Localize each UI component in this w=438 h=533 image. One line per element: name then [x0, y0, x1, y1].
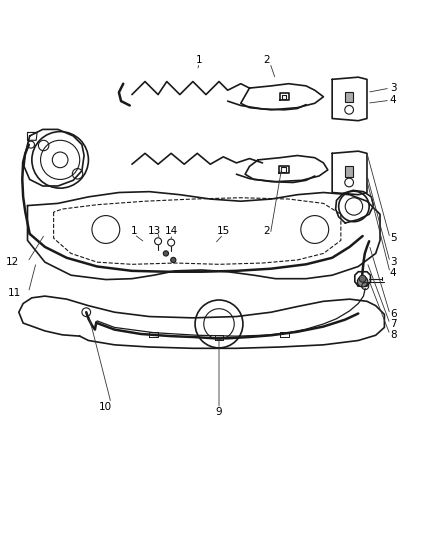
Text: 12: 12: [6, 257, 19, 267]
Text: 11: 11: [8, 288, 21, 297]
Text: 14: 14: [165, 226, 178, 236]
Text: 1: 1: [131, 226, 138, 236]
Text: 2: 2: [264, 226, 270, 236]
Circle shape: [171, 257, 176, 263]
Text: 5: 5: [390, 233, 396, 243]
Bar: [345, 166, 353, 177]
Circle shape: [163, 251, 169, 256]
Circle shape: [359, 275, 366, 282]
Circle shape: [357, 277, 368, 287]
Text: 7: 7: [390, 319, 396, 329]
Text: 10: 10: [99, 402, 113, 411]
Text: 4: 4: [390, 268, 396, 278]
Text: 13: 13: [148, 226, 161, 236]
Text: 8: 8: [390, 330, 396, 340]
Text: 4: 4: [390, 95, 396, 105]
Text: 2: 2: [264, 55, 270, 65]
Text: 6: 6: [390, 309, 396, 319]
Text: 15: 15: [217, 226, 230, 236]
Text: 1: 1: [196, 55, 203, 65]
Text: 3: 3: [390, 83, 396, 93]
Bar: [345, 92, 353, 102]
Text: 9: 9: [215, 407, 223, 417]
Text: 3: 3: [390, 257, 396, 267]
